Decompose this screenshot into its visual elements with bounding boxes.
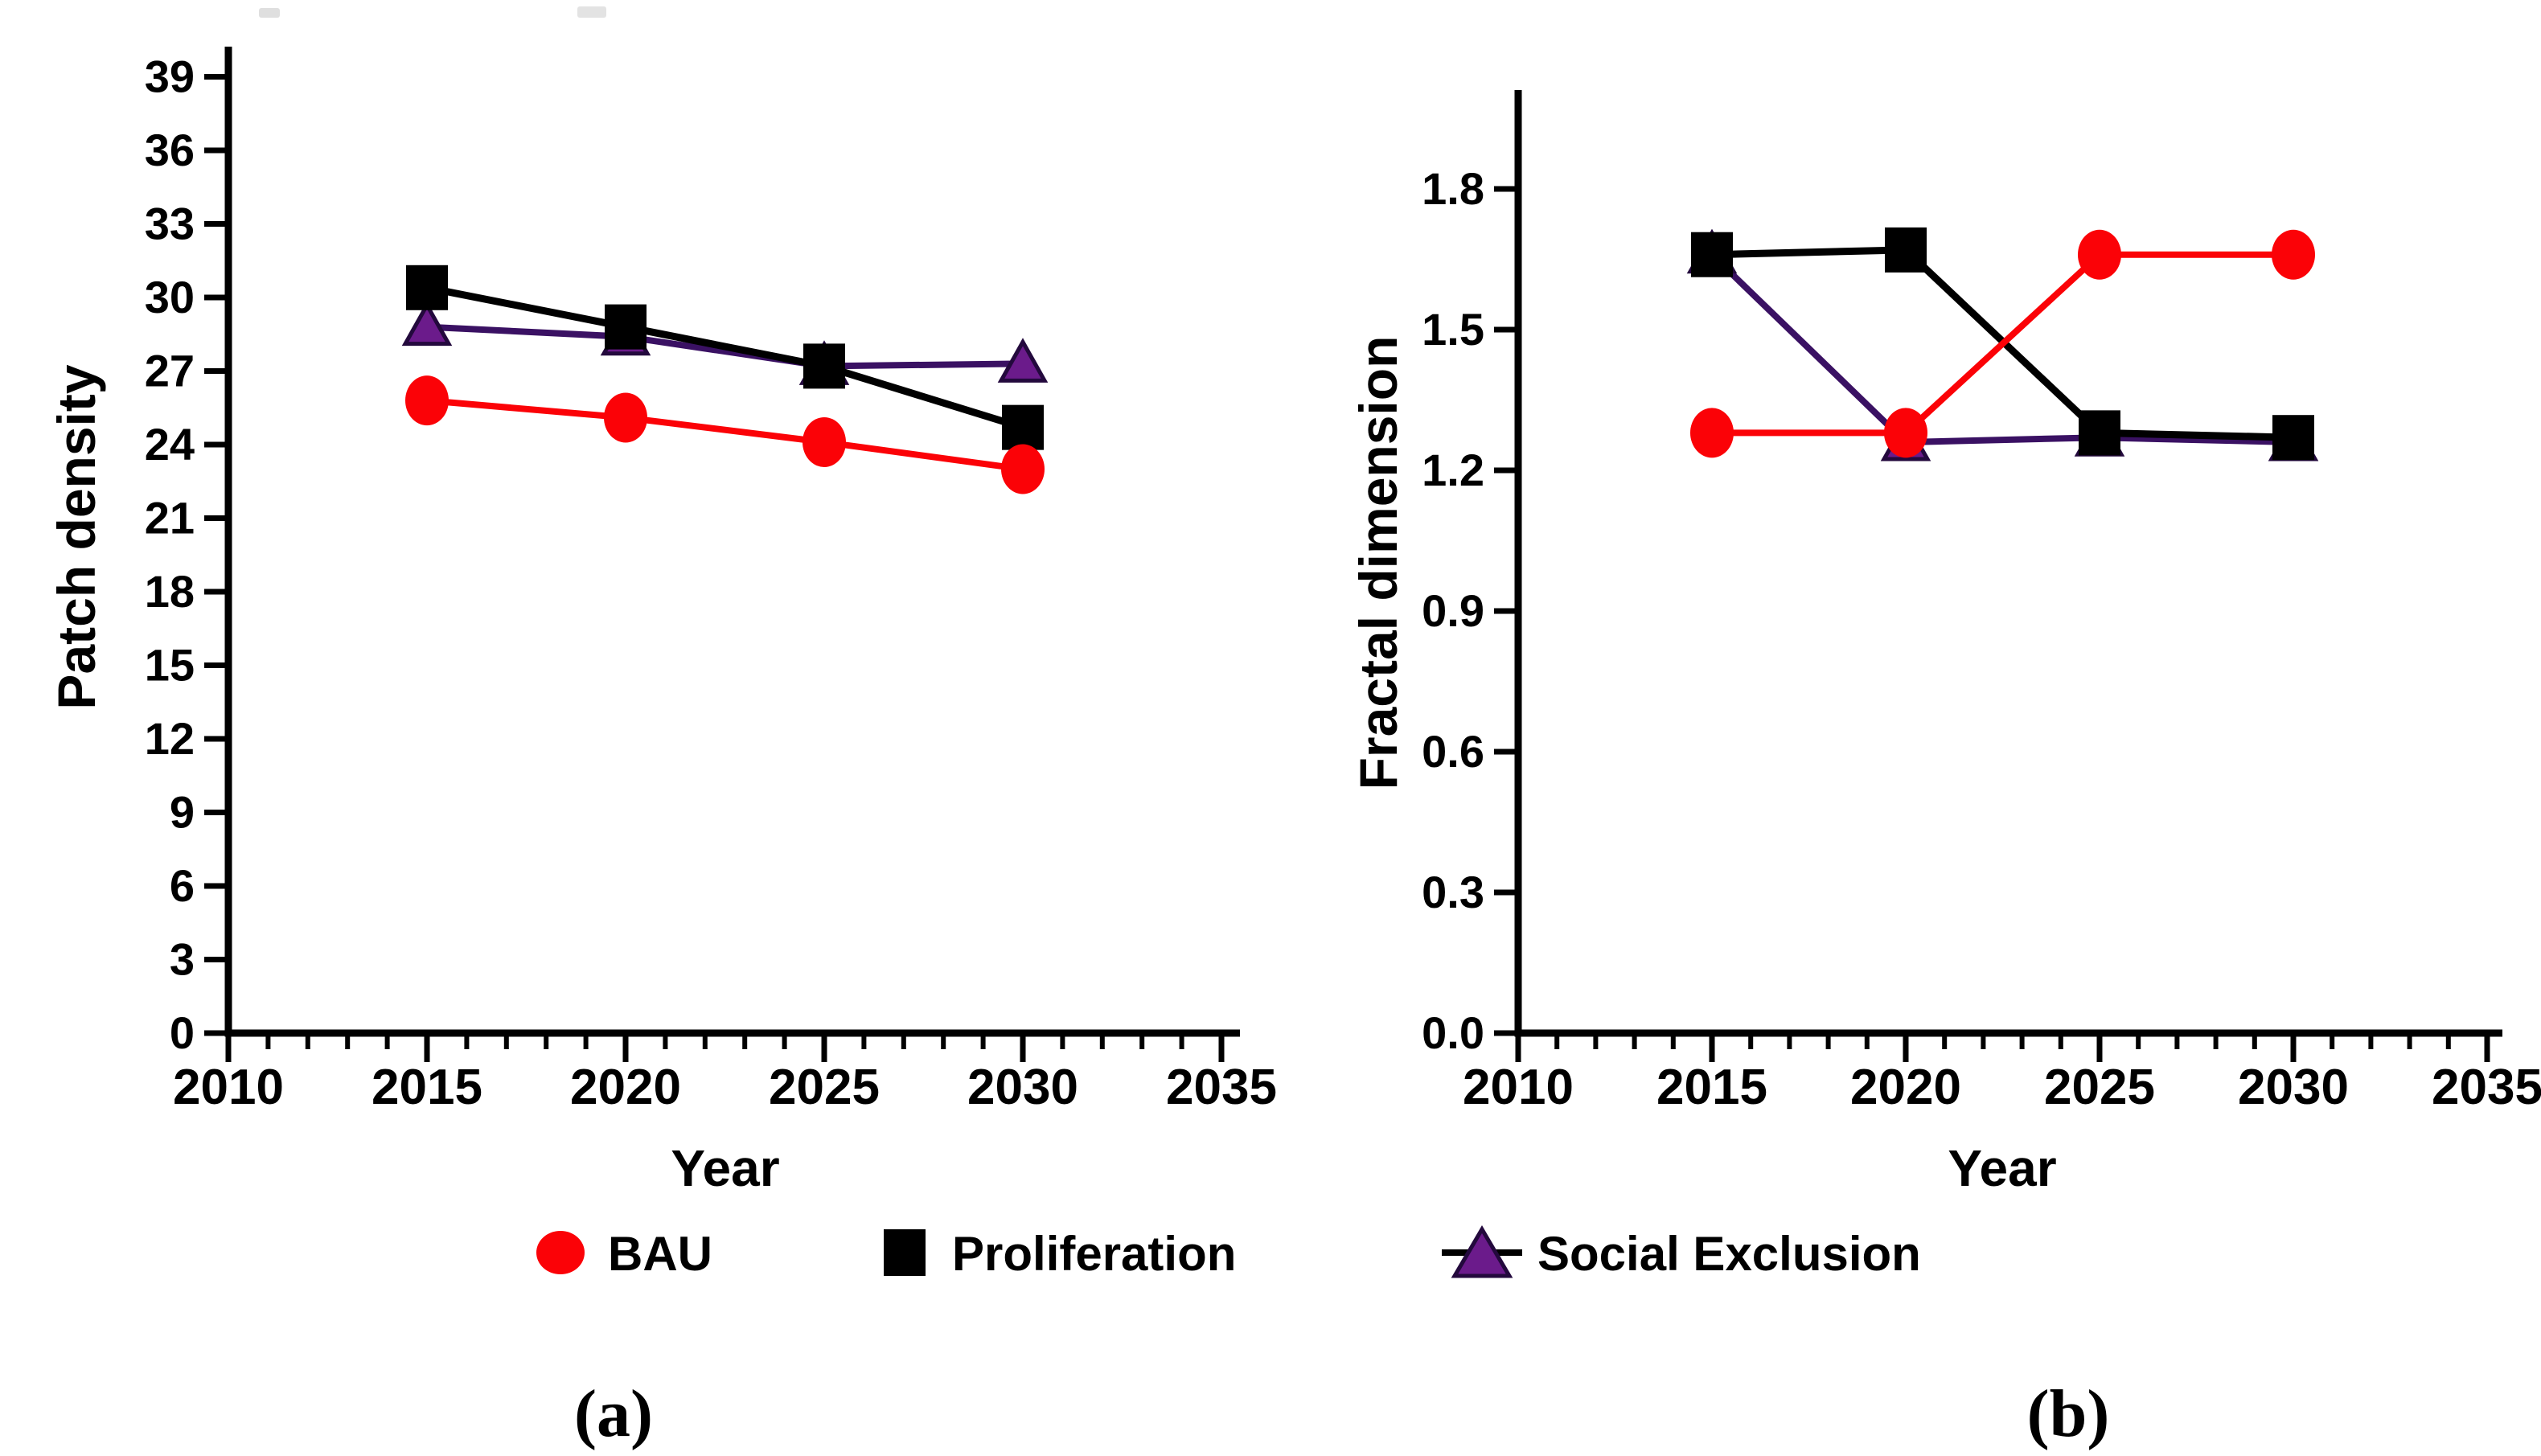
data-point-circle — [1690, 408, 1734, 458]
y-tick-label: 36 — [145, 125, 195, 175]
y-tick-label: 3 — [170, 934, 195, 985]
x-tick-label: 2025 — [2044, 1060, 2155, 1115]
axes: 0.0 0.3 0.6 0.9 1.2 1.5 1.8 2010 2015 2020 2025 203… — [1422, 90, 2541, 1115]
x-tick-label: 2015 — [1656, 1060, 1767, 1115]
legend: BAU Proliferation Social Exclusion — [536, 1225, 1921, 1281]
panel-a-label: (a) — [574, 1376, 653, 1451]
data-point-triangle — [997, 338, 1049, 383]
y-tick-label: 0 — [170, 1007, 195, 1058]
legend-label-social-exclusion: Social Exclusion — [1537, 1227, 1921, 1281]
y-tick-label: 18 — [145, 566, 195, 617]
series-bau — [1690, 229, 2315, 458]
stray-mark — [577, 6, 606, 18]
y-tick-label: 0.6 — [1422, 726, 1484, 777]
x-tick-label: 2030 — [2238, 1060, 2349, 1115]
x-tick-label: 2030 — [967, 1060, 1078, 1115]
data-point-circle — [604, 392, 647, 443]
chart-b: 0.0 0.3 0.6 0.9 1.2 1.5 1.8 2010 2015 2020 2025 203… — [1348, 90, 2541, 1197]
y-tick-label: 0.3 — [1422, 867, 1484, 917]
y-tick-label: 6 — [170, 860, 195, 911]
y-tick-label: 0.9 — [1422, 585, 1484, 636]
series-line — [426, 397, 1024, 473]
data-point-square — [605, 304, 647, 350]
data-point-circle — [405, 375, 449, 426]
data-point-circle — [803, 416, 846, 467]
legend-item-social-exclusion: Social Exclusion — [1442, 1225, 1921, 1281]
legend-item-bau: BAU — [536, 1227, 712, 1281]
stray-mark — [259, 8, 280, 18]
proliferation-square-icon — [884, 1229, 926, 1276]
y-tick-label: 39 — [145, 51, 195, 102]
series-line — [1712, 251, 2293, 437]
y-tick-label: 27 — [145, 346, 195, 396]
series-proliferation — [406, 265, 1044, 450]
y-tick-label: 1.8 — [1422, 163, 1484, 214]
x-tick-label: 2035 — [1166, 1060, 1277, 1115]
data-point-circle — [1001, 444, 1045, 494]
data-point-circle — [2272, 229, 2315, 280]
x-tick-label: 2020 — [570, 1060, 681, 1115]
x-axis-title: Year — [671, 1139, 779, 1197]
data-point-square — [2272, 415, 2314, 461]
series-line — [426, 323, 1024, 370]
y-tick-label: 12 — [145, 713, 195, 764]
legend-label-bau: BAU — [608, 1227, 712, 1281]
series-line — [426, 284, 1024, 431]
x-tick-label: 2025 — [769, 1060, 880, 1115]
x-tick-label: 2015 — [372, 1060, 482, 1115]
data-point-circle — [2078, 229, 2121, 280]
y-tick-label: 9 — [170, 787, 195, 838]
y-tick-label: 30 — [145, 272, 195, 322]
data-point-triangle — [401, 301, 453, 347]
data-point-circle — [1884, 408, 1927, 458]
panel-b-label: (b) — [2027, 1376, 2110, 1451]
series-bau — [405, 375, 1045, 494]
x-tick-label: 2010 — [1463, 1060, 1574, 1115]
data-point-square — [803, 343, 845, 389]
y-tick-label: 1.2 — [1422, 445, 1484, 495]
y-axis-title: Fractal dimension — [1348, 336, 1408, 790]
series-line — [1710, 252, 2294, 446]
legend-item-proliferation: Proliferation — [884, 1227, 1236, 1281]
data-point-square — [1885, 227, 1927, 273]
x-tick-label: 2035 — [2432, 1060, 2541, 1115]
y-axis-title: Patch density — [47, 364, 106, 709]
bau-circle-icon — [536, 1231, 585, 1274]
data-point-square — [1002, 404, 1044, 450]
data-point-square — [2079, 410, 2120, 456]
y-tick-label: 15 — [145, 640, 195, 691]
y-tick-label: 33 — [145, 199, 195, 249]
y-tick-label: 24 — [145, 419, 195, 470]
legend-label-proliferation: Proliferation — [952, 1227, 1236, 1281]
y-tick-label: 1.5 — [1422, 304, 1484, 355]
x-axis-title: Year — [1948, 1139, 2056, 1197]
y-tick-label: 0.0 — [1422, 1007, 1484, 1058]
x-tick-label: 2020 — [1850, 1060, 1961, 1115]
data-point-square — [406, 265, 448, 310]
data-point-square — [1691, 232, 1733, 277]
social-exclusion-triangle-icon — [1451, 1225, 1513, 1278]
x-tick-label: 2010 — [173, 1060, 284, 1115]
y-tick-label: 21 — [145, 493, 195, 543]
